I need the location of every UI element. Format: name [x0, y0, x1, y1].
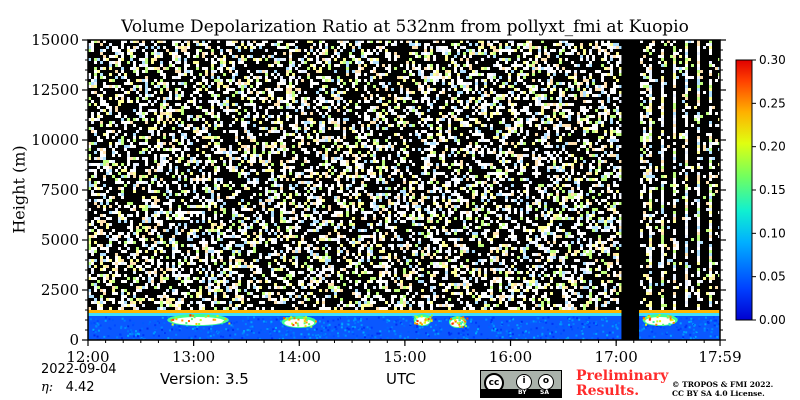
x-tick-label: 17:59 [698, 348, 741, 366]
noise-speckle [88, 40, 720, 313]
colorbar-gradient [735, 59, 753, 321]
copyright-line-1: © TROPOS & FMI 2022. [672, 380, 774, 389]
license-by: BY [518, 389, 527, 396]
by-person-icon: i [516, 374, 532, 390]
x-tick-label: 15:00 [383, 348, 426, 366]
x-tick-label: 12:00 [66, 348, 109, 366]
cc-by-sa-icon: cc i o BY SA [480, 370, 562, 398]
y-tick-label: 12500 [31, 81, 79, 99]
colorbar-tick-label: 0.30 [759, 53, 786, 67]
cloud-feature [167, 314, 231, 326]
date-label: 2022-09-04 [41, 362, 117, 377]
share-alike-icon: o [538, 374, 554, 390]
x-tick-label: 14:00 [278, 348, 321, 366]
license-sa: SA [540, 389, 549, 396]
colorbar-tick-label: 0.05 [759, 270, 786, 284]
cloud-feature [642, 314, 678, 326]
x-tick-label: 16:00 [489, 348, 532, 366]
x-tick-label: 13:00 [172, 348, 215, 366]
colorbar-tick-label: 0.25 [759, 96, 786, 110]
version-label: Version: 3.5 [160, 370, 249, 388]
boundary-layer-top [88, 310, 720, 313]
colorbar-tick-label: 0.10 [759, 226, 786, 240]
x-axis-label: UTC [386, 370, 416, 388]
no-data-gap [621, 40, 640, 340]
cloud-core [171, 317, 225, 325]
preliminary-notice: Preliminary Results. [576, 368, 669, 399]
heatmap-area [88, 40, 720, 340]
y-tick-label: 10000 [31, 131, 79, 149]
y-tick-label: 7500 [41, 181, 79, 199]
cloud-feature [281, 316, 317, 328]
copyright-notice: © TROPOS & FMI 2022. CC BY SA 4.0 License… [672, 380, 800, 398]
copyright-line-2: CC BY SA 4.0 License. [672, 389, 765, 398]
cloud-feature [448, 316, 469, 328]
cloud-feature [413, 314, 433, 326]
eta-value: 4.42 [65, 380, 95, 395]
boundary-layer-fringe [88, 313, 720, 316]
chart-title: Volume Depolarization Ratio at 532nm fro… [121, 17, 689, 37]
colorbar-tick-label: 0.20 [759, 140, 786, 154]
eta-label: η: 4.42 [41, 380, 95, 395]
y-tick-label: 2500 [41, 281, 79, 299]
x-tick-label: 17:00 [595, 348, 638, 366]
colorbar: 0.00 0.05 0.10 0.15 0.20 0.25 0.30 [735, 53, 786, 327]
y-tick-label: 15000 [31, 31, 79, 49]
y-axis-label: Height (m) [9, 145, 29, 234]
colorbar-tick-label: 0.00 [759, 313, 786, 327]
axes: 0 2500 5000 7500 10000 12500 15000 12:00 13:00 14… [31, 31, 741, 366]
y-tick-label: 5000 [41, 231, 79, 249]
colorbar-tick-label: 0.15 [759, 183, 786, 197]
eta-symbol: η: [41, 380, 54, 395]
y-tick-label: 0 [69, 331, 79, 349]
